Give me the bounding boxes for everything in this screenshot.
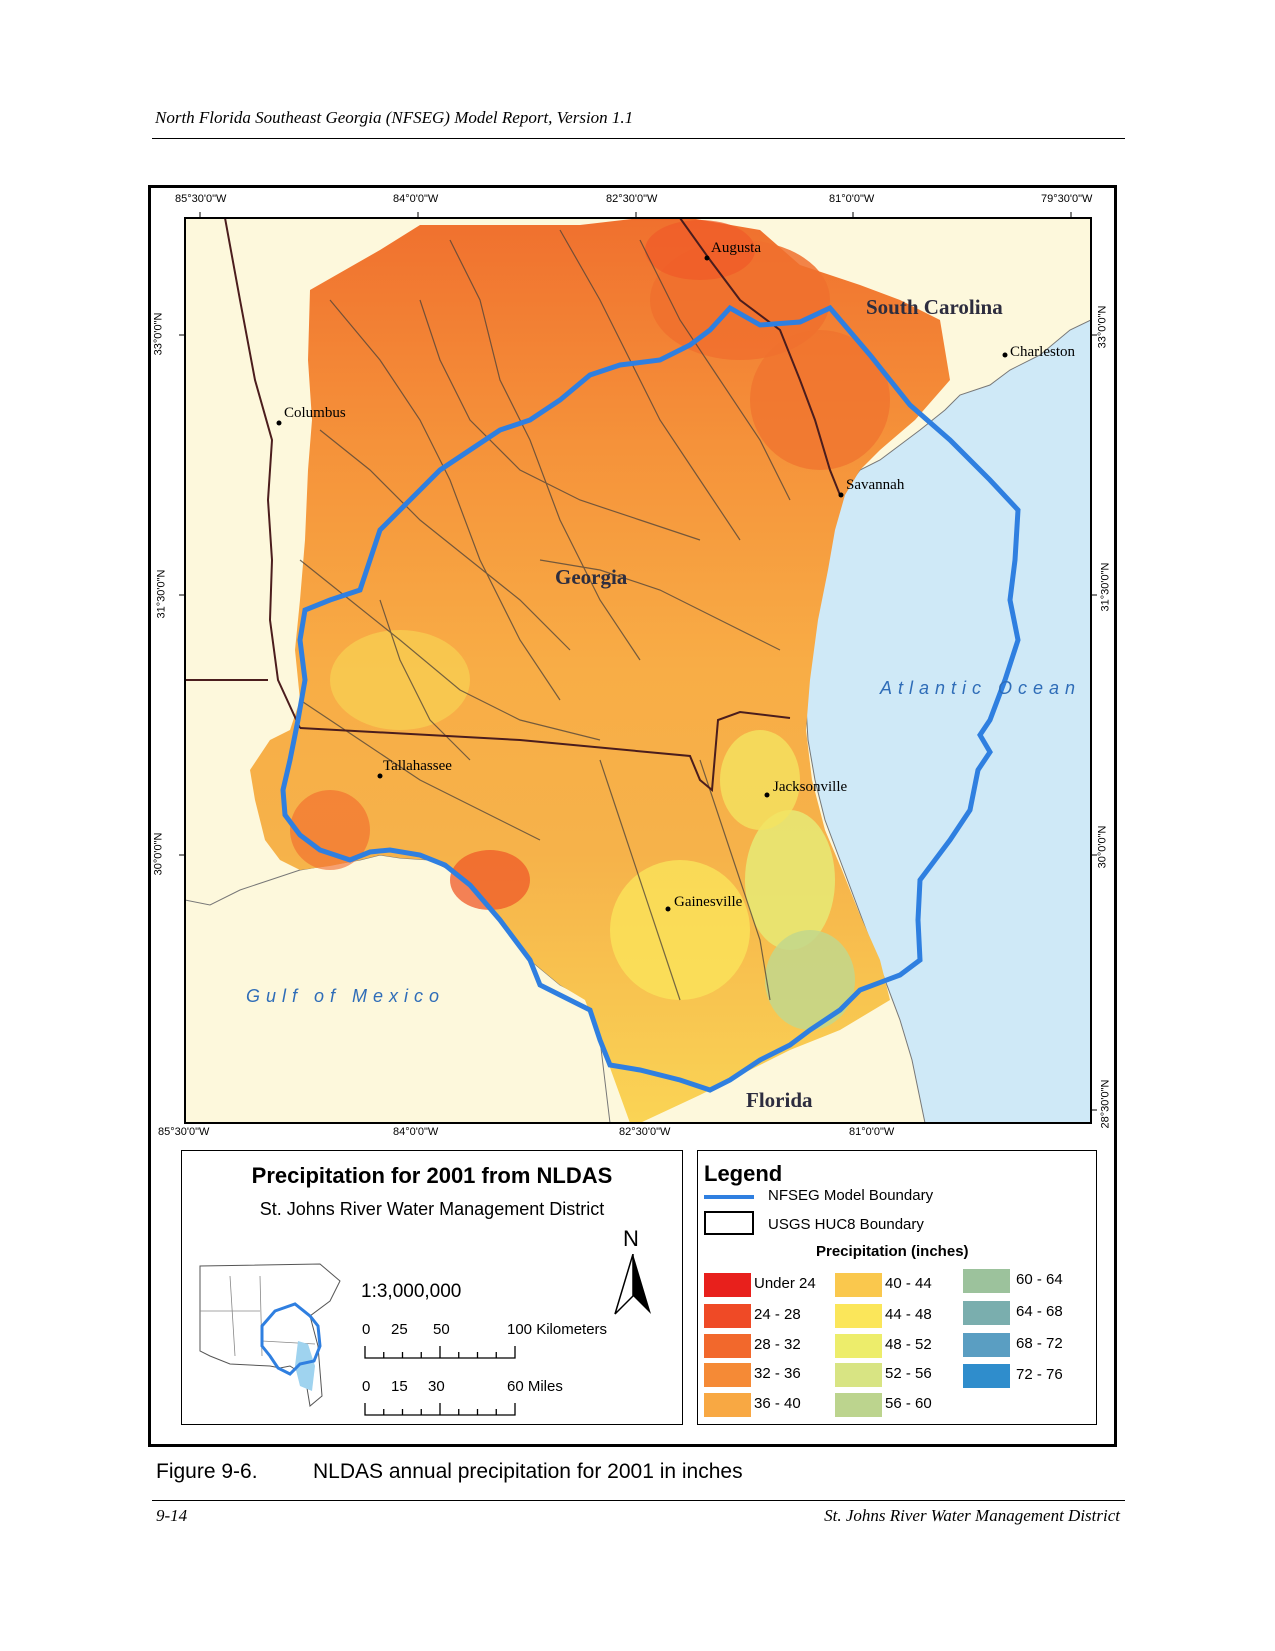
- model-boundary-swatch: [704, 1195, 754, 1199]
- precip-swatch: [835, 1304, 882, 1328]
- km-scale-tick-label: 50: [433, 1321, 450, 1338]
- map-neatline: [184, 217, 1092, 1124]
- precip-class-label: 36 - 40: [754, 1395, 801, 1412]
- lon-label-top: 84°0'0"W: [393, 193, 439, 205]
- precip-swatch: [963, 1333, 1010, 1357]
- city-label-tallahassee: Tallahassee: [383, 758, 452, 774]
- city-label-savannah: Savannah: [846, 477, 905, 493]
- precip-swatch: [963, 1364, 1010, 1388]
- precip-swatch: [704, 1273, 751, 1297]
- lon-label-top: 81°0'0"W: [829, 193, 875, 205]
- mile-scale-tick-label: 0: [362, 1378, 371, 1395]
- nfseg-model-boundary: [280, 304, 1021, 1093]
- scale-ratio: 1:3,000,000: [361, 1281, 462, 1302]
- lon-label-top: 82°30'0"W: [606, 193, 658, 205]
- precip-swatch: [704, 1393, 751, 1417]
- city-label-augusta: Augusta: [711, 240, 761, 256]
- city-label-jacksonville: Jacksonville: [773, 779, 848, 795]
- precip-swatch: [704, 1363, 751, 1387]
- map-title-panel: Precipitation for 2001 from NLDAS St. Jo…: [181, 1150, 683, 1425]
- lon-label-bottom: 85°30'0"W: [158, 1126, 210, 1138]
- locator-inset-map: [199, 1263, 341, 1407]
- km-scale-tick-label: 100 Kilometers: [507, 1321, 608, 1338]
- lon-label-top: 79°30'0"W: [1041, 193, 1093, 205]
- precip-swatch: [835, 1273, 882, 1297]
- precip-class-label: 40 - 44: [885, 1275, 932, 1292]
- figure-frame: [148, 185, 1117, 1447]
- city-label-gainesville: Gainesville: [674, 894, 743, 910]
- huc-boundary-swatch: [704, 1211, 754, 1235]
- precip-swatch: [835, 1393, 882, 1417]
- graticule-ticks: [179, 212, 1097, 1111]
- precip-legend-title: Precipitation (inches): [816, 1243, 969, 1260]
- lat-label-right: 33°0'0"N: [1096, 305, 1109, 349]
- precip-swatch: [963, 1301, 1010, 1325]
- city-label-charleston: Charleston: [1010, 344, 1075, 360]
- precip-class-label: 64 - 68: [1016, 1303, 1063, 1320]
- huc8-watershed-lines: [299, 229, 791, 1001]
- precip-class-label: 52 - 56: [885, 1365, 932, 1382]
- precip-swatch: [963, 1269, 1010, 1293]
- lon-label-bottom: 81°0'0"W: [849, 1126, 895, 1138]
- water-label-atlantic: Atlantic Ocean: [880, 678, 1082, 698]
- precip-class-label: 44 - 48: [885, 1306, 932, 1323]
- precip-class-label: 60 - 64: [1016, 1271, 1063, 1288]
- lon-label-bottom: 82°30'0"W: [619, 1126, 671, 1138]
- km-scale-bar: [364, 1346, 516, 1359]
- precip-class-label: 28 - 32: [754, 1336, 801, 1353]
- water-label-gulf: Gulf of Mexico: [246, 986, 446, 1006]
- precip-class-label: 56 - 60: [885, 1395, 932, 1412]
- running-header: North Florida Southeast Georgia (NFSEG) …: [155, 108, 634, 127]
- lat-label-right: 31°30'0"N: [1099, 562, 1112, 612]
- precip-class-label: Under 24: [754, 1275, 816, 1292]
- precip-swatch: [835, 1363, 882, 1387]
- km-scale-tick-label: 0: [362, 1321, 371, 1338]
- lat-label-left: 30°0'0"N: [152, 832, 165, 876]
- precip-swatch: [835, 1334, 882, 1358]
- mile-scale-tick-label: 15: [391, 1378, 408, 1395]
- city-label-columbus: Columbus: [284, 405, 346, 421]
- page-number: 9-14: [156, 1506, 188, 1525]
- mile-scale-tick-label: 30: [428, 1378, 445, 1395]
- lon-label-bottom: 84°0'0"W: [393, 1126, 439, 1138]
- map-title: Precipitation for 2001 from NLDAS: [251, 1163, 613, 1188]
- precip-swatch: [704, 1304, 751, 1328]
- lat-label-left: 31°30'0"N: [155, 569, 168, 619]
- precip-swatch: [704, 1334, 751, 1358]
- legend-title: Legend: [704, 1161, 783, 1186]
- lat-label-left: 33°0'0"N: [152, 312, 165, 356]
- huc-boundary-label: USGS HUC8 Boundary: [768, 1216, 924, 1233]
- model-boundary-label: NFSEG Model Boundary: [768, 1187, 934, 1204]
- city-markers: [276, 255, 1008, 912]
- precip-class-label: 48 - 52: [885, 1336, 932, 1353]
- legend-panel: Legend NFSEG Model Boundary USGS HUC8 Bo…: [697, 1150, 1097, 1425]
- footer-rule: [152, 1500, 1125, 1501]
- precip-class-label: 68 - 72: [1016, 1335, 1063, 1352]
- lat-label-right: 28°30'0"N: [1099, 1079, 1112, 1129]
- lon-label-top: 85°30'0"W: [175, 193, 227, 205]
- lat-label-right: 30°0'0"N: [1096, 825, 1109, 869]
- region-label-south-carolina: South Carolina: [866, 295, 1003, 319]
- footer-organization: St. Johns River Water Management Distric…: [824, 1506, 1120, 1525]
- figure-caption-text: NLDAS annual precipitation for 2001 in i…: [313, 1460, 743, 1483]
- region-label-georgia: Georgia: [555, 565, 628, 589]
- state-boundary-lines: [185, 218, 841, 792]
- km-scale-tick-label: 25: [391, 1321, 408, 1338]
- header-rule: [152, 138, 1125, 139]
- region-label-florida: Florida: [746, 1088, 813, 1112]
- north-arrow-icon: [614, 1254, 651, 1315]
- map-subtitle: St. Johns River Water Management Distric…: [259, 1199, 605, 1219]
- figure-number: Figure 9-6.: [156, 1460, 258, 1483]
- north-arrow-label: N: [623, 1226, 639, 1251]
- precip-class-label: 72 - 76: [1016, 1366, 1063, 1383]
- precip-class-label: 32 - 36: [754, 1365, 801, 1382]
- mile-scale-tick-label: 60 Miles: [507, 1378, 563, 1395]
- mile-scale-bar: [364, 1403, 516, 1416]
- precip-class-label: 24 - 28: [754, 1306, 801, 1323]
